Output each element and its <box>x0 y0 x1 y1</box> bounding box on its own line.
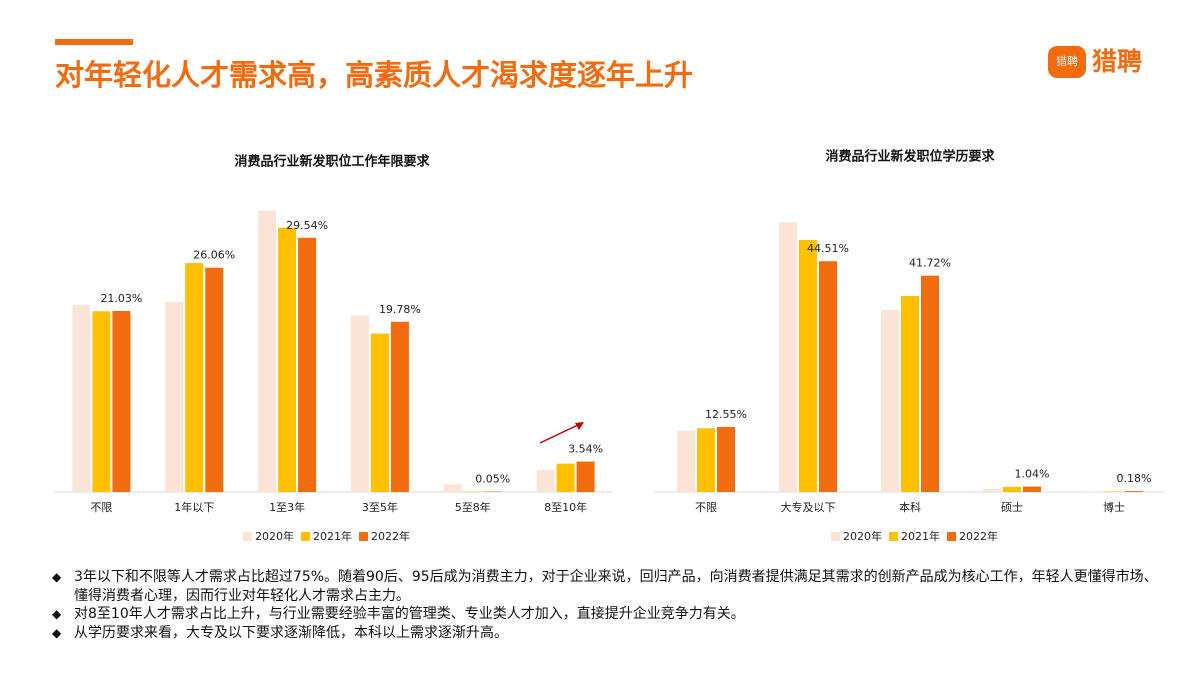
value-label: 44.51% <box>807 242 849 255</box>
bar <box>390 321 409 492</box>
bar <box>536 469 555 492</box>
bar <box>258 210 277 492</box>
bar <box>677 430 695 492</box>
legend-label: 2021年 <box>313 529 352 543</box>
value-label: 3.54% <box>568 443 603 456</box>
legend-swatch <box>889 532 898 541</box>
bar <box>370 333 389 492</box>
x-tick-label: 硕士 <box>1001 501 1023 514</box>
legend-swatch <box>301 532 310 541</box>
legend-label: 2020年 <box>843 529 882 543</box>
logo-text: 猎聘 <box>1092 47 1142 76</box>
bar <box>298 237 317 492</box>
value-label: 41.72% <box>909 257 951 270</box>
value-label: 0.18% <box>1117 472 1152 485</box>
legend-label: 2022年 <box>371 529 410 543</box>
bar <box>1105 491 1123 492</box>
bar <box>1023 486 1041 492</box>
value-label: 19.78% <box>379 303 421 316</box>
legend-label: 2021年 <box>901 529 940 543</box>
slide-title: 对年轻化人才需求高，高素质人才渴求度逐年上升 <box>55 58 693 92</box>
legend-swatch <box>359 532 368 541</box>
bar <box>697 428 715 492</box>
bar <box>901 296 919 492</box>
bar <box>779 222 797 493</box>
bar <box>819 261 837 492</box>
trend-arrow <box>539 423 581 444</box>
bar <box>983 488 1001 492</box>
bar <box>165 301 184 492</box>
bullet: ◆ 3年以下和不限等人才需求占比超过75%。随着90后、95后成为消费主力，对于企… <box>52 568 1167 605</box>
legend-swatch <box>831 532 840 541</box>
bar <box>576 461 595 492</box>
logo-icon <box>1048 46 1086 78</box>
x-tick-label: 1年以下 <box>174 500 214 514</box>
legend-swatch <box>243 532 252 541</box>
bar <box>556 463 575 492</box>
value-label: 29.54% <box>286 219 328 232</box>
trend-arrow-head <box>575 422 584 430</box>
bullet: ◆ 对8至10年人才需求占比上升，与行业需要经验丰富的管理类、专业类人才加入，直接… <box>52 605 1167 624</box>
bar <box>1003 486 1021 492</box>
x-tick-label: 8至10年 <box>544 500 587 514</box>
legend-swatch <box>947 532 956 541</box>
bar <box>717 426 735 492</box>
value-label: 1.04% <box>1015 468 1050 481</box>
x-tick-label: 大专及以下 <box>781 500 836 514</box>
value-label: 21.03% <box>100 292 142 305</box>
legend-label: 2022年 <box>959 529 998 543</box>
value-label: 0.05% <box>475 473 510 486</box>
bar <box>881 310 899 492</box>
bullet-text: 对8至10年人才需求占比上升，与行业需要经验丰富的管理类、专业类人才加入，直接提… <box>74 606 745 622</box>
bar <box>921 275 939 492</box>
bar <box>1125 491 1143 492</box>
x-tick-label: 不限 <box>695 501 717 514</box>
bullet-marker: ◆ <box>52 625 62 640</box>
value-label: 26.06% <box>193 249 235 262</box>
x-tick-label: 1至3年 <box>269 500 305 514</box>
legend-label: 2020年 <box>255 529 294 543</box>
bullet-list: ◆ 3年以下和不限等人才需求占比超过75%。随着90后、95后成为消费主力，对于企… <box>52 568 1167 642</box>
x-tick-label: 3至5年 <box>362 500 398 514</box>
accent-bar <box>55 39 133 45</box>
bar <box>1085 491 1103 492</box>
x-tick-label: 博士 <box>1103 501 1125 514</box>
logo-icon-text: 猎聘 <box>1056 54 1078 68</box>
x-tick-label: 5至8年 <box>455 500 491 514</box>
bar <box>112 311 131 492</box>
bullet-marker: ◆ <box>52 607 62 621</box>
bar <box>205 267 224 492</box>
slide: 对年轻化人才需求高，高素质人才渴求度逐年上升 猎聘 猎聘 消费品行业新发职位工作… <box>55 39 1165 543</box>
bar <box>278 227 297 492</box>
bar <box>72 305 91 492</box>
bullet-marker: ◆ <box>52 570 62 584</box>
bullet-text: 3年以下和不限等人才需求占比超过75%。随着90后、95后成为消费主力，对于企业… <box>74 569 1158 604</box>
chart-title: 消费品行业新发职位工作年限要求 <box>234 154 430 170</box>
bar <box>350 315 369 492</box>
bullet-text: 从学历要求来看，大专及以下要求逐渐降低，本科以上需求逐渐升高。 <box>74 624 508 641</box>
x-tick-label: 不限 <box>90 501 112 514</box>
x-tick-label: 本科 <box>899 500 921 514</box>
bullet: ◆ 从学历要求来看，大专及以下要求逐渐降低，本科以上需求逐渐升高。 <box>52 624 1167 643</box>
chart-title: 消费品行业新发职位学历要求 <box>825 149 995 165</box>
bar <box>799 240 817 492</box>
bar <box>443 484 462 492</box>
value-label: 12.55% <box>705 408 747 421</box>
bar <box>92 311 111 492</box>
bar <box>185 263 204 492</box>
